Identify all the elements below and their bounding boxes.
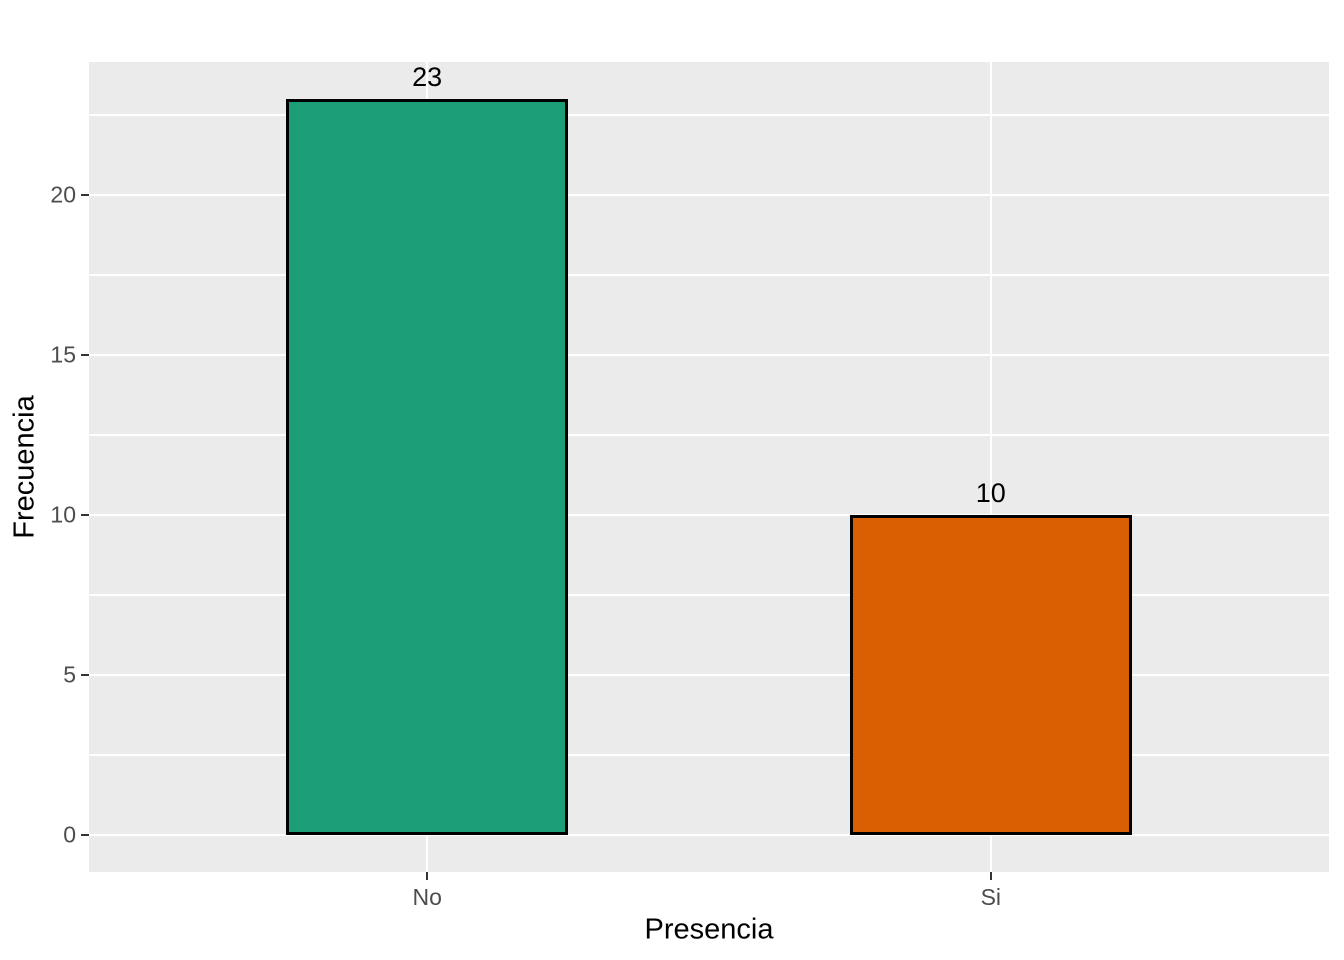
bar-si bbox=[849, 515, 1132, 836]
y-axis-title: Frecuencia bbox=[8, 395, 41, 539]
category-gridline bbox=[989, 62, 993, 872]
x-tick-mark bbox=[989, 872, 993, 880]
y-tick-label: 20 bbox=[50, 181, 76, 208]
minor-gridline bbox=[89, 114, 1329, 116]
y-tick-mark bbox=[81, 353, 89, 357]
minor-gridline bbox=[89, 594, 1329, 596]
minor-gridline bbox=[89, 754, 1329, 756]
plot-panel bbox=[89, 62, 1329, 872]
x-tick-label-si: Si bbox=[980, 884, 1002, 910]
major-gridline bbox=[89, 833, 1329, 837]
x-axis-title: Presencia bbox=[644, 913, 774, 946]
y-tick-label: 15 bbox=[50, 341, 76, 368]
major-gridline bbox=[89, 673, 1329, 677]
y-tick-mark bbox=[81, 833, 89, 837]
bar-no bbox=[286, 98, 569, 836]
minor-gridline bbox=[89, 274, 1329, 276]
y-tick-label: 5 bbox=[63, 661, 76, 688]
x-tick-mark bbox=[425, 872, 429, 880]
major-gridline bbox=[89, 193, 1329, 197]
y-tick-mark bbox=[81, 193, 89, 197]
major-gridline bbox=[89, 353, 1329, 357]
x-tick-label-no: No bbox=[412, 884, 442, 910]
bar-value-label: 23 bbox=[412, 61, 443, 92]
bar-value-label: 10 bbox=[975, 478, 1006, 509]
y-tick-mark bbox=[81, 673, 89, 677]
major-gridline bbox=[89, 513, 1329, 517]
y-tick-label: 10 bbox=[50, 501, 76, 528]
y-tick-mark bbox=[81, 513, 89, 517]
y-tick-label: 0 bbox=[63, 821, 76, 848]
minor-gridline bbox=[89, 434, 1329, 436]
